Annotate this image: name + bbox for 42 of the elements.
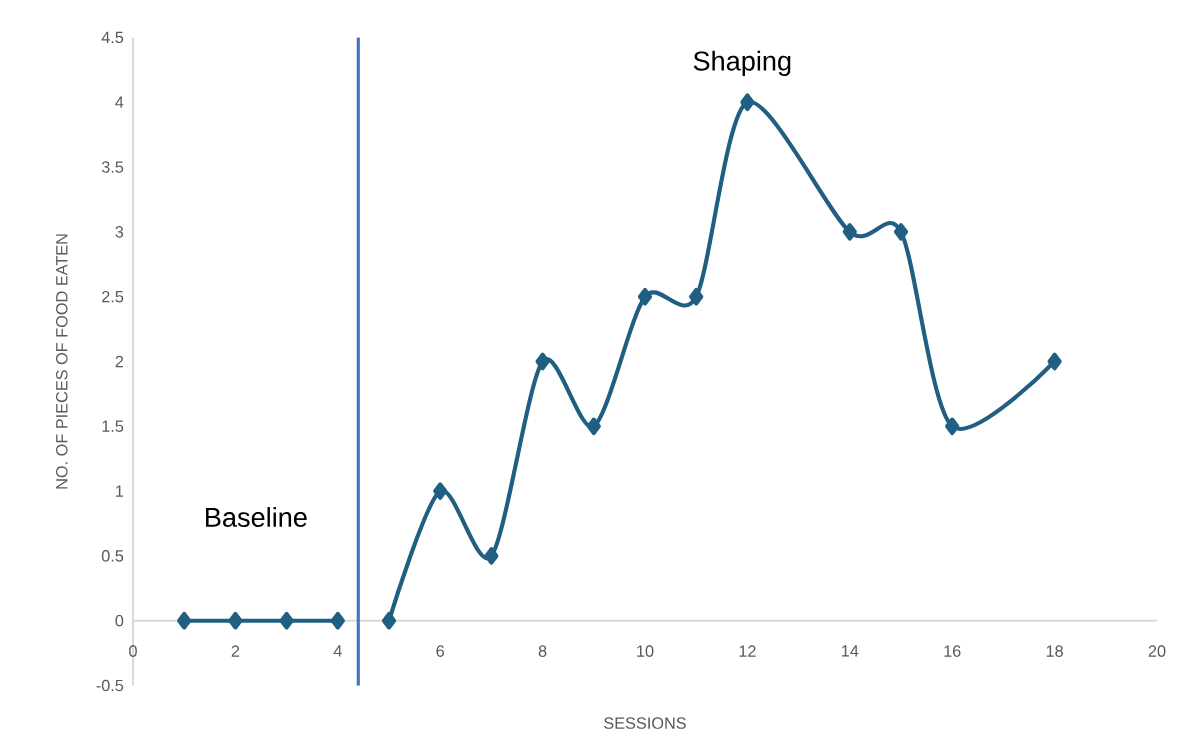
y-tick-label: 3.5 <box>101 161 124 173</box>
y-tick-label: 2.5 <box>102 291 124 303</box>
y-tick-label: -0.5 <box>96 679 124 692</box>
x-tick-label: 2 <box>231 645 240 657</box>
y-tick-label: 1 <box>116 485 124 497</box>
point <box>177 612 192 630</box>
annotation: Shaping <box>693 50 791 77</box>
point <box>945 417 960 436</box>
y-tick-label: 0.5 <box>101 550 124 562</box>
y-axis-title: NO. OF PIECES OF FOOD EATEN <box>56 234 68 489</box>
point <box>893 223 909 241</box>
x-tick-label: 18 <box>1046 645 1063 658</box>
x-tick-label: 8 <box>538 645 547 658</box>
point <box>484 547 499 565</box>
x-tick-label: 20 <box>1148 645 1166 658</box>
x-tick-label: 14 <box>842 645 859 657</box>
point <box>1047 352 1062 371</box>
point <box>330 612 345 630</box>
y-tick-label: 4.5 <box>101 31 124 44</box>
x-axis-title: SESSIONS <box>604 717 686 730</box>
point <box>381 612 397 630</box>
annotation: Baseline <box>206 507 307 528</box>
point <box>535 352 550 371</box>
point <box>689 288 704 306</box>
point <box>279 612 294 630</box>
y-tick-label: 1.5 <box>102 420 124 433</box>
point <box>586 417 601 436</box>
y-tick-label: 3 <box>115 226 124 238</box>
point <box>433 482 448 501</box>
x-tick-label: 6 <box>436 645 445 658</box>
x-tick-label: 0 <box>129 645 137 658</box>
point <box>637 288 653 306</box>
point <box>740 93 755 112</box>
y-tick-label: 4 <box>115 96 124 108</box>
x-tick-label: 12 <box>739 645 756 657</box>
point <box>842 223 857 241</box>
y-tick-label: 2 <box>115 355 124 368</box>
point <box>228 612 243 630</box>
x-tick-label: 10 <box>637 645 654 658</box>
x-tick-label: 16 <box>944 645 961 658</box>
y-tick-label: 0 <box>115 615 124 627</box>
x-tick-label: 4 <box>333 645 342 657</box>
